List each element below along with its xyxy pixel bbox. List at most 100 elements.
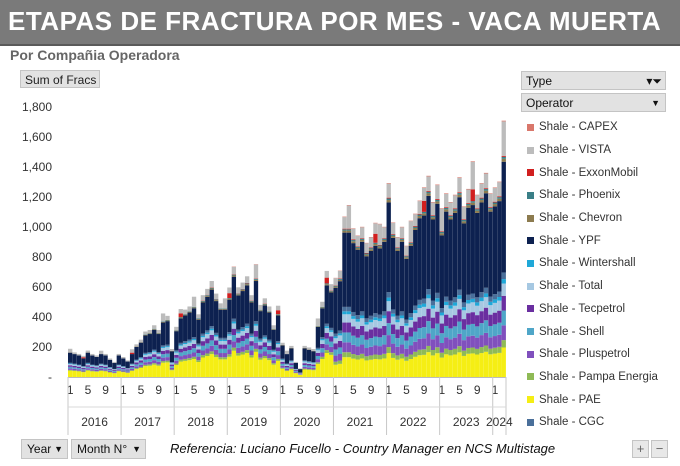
bar-segment <box>399 353 405 359</box>
bar-segment <box>72 365 77 368</box>
bar-segment <box>426 193 431 196</box>
bar-segment <box>275 315 281 342</box>
collapse-button[interactable]: − <box>651 440 668 458</box>
bar-month <box>94 355 99 377</box>
bar-month <box>85 350 91 377</box>
bar-segment <box>329 346 334 353</box>
month-tick-label: 5 <box>350 383 357 397</box>
bar-month <box>209 281 214 377</box>
bar-segment <box>191 356 197 359</box>
bar-segment <box>196 319 201 344</box>
bar-segment <box>240 331 245 336</box>
bar-segment <box>399 344 405 354</box>
bar-segment <box>386 301 391 312</box>
bar-month <box>395 237 400 377</box>
operator-filter-button[interactable]: Operator ▼ <box>521 93 666 112</box>
bar-segment <box>461 219 467 220</box>
month-tick-label: 9 <box>474 383 481 397</box>
bar-segment <box>125 360 130 362</box>
bar-month <box>337 270 343 377</box>
bar-segment <box>483 307 489 321</box>
bar-segment <box>222 359 228 377</box>
bar-segment <box>227 334 232 336</box>
bar-segment <box>470 335 475 348</box>
bar-segment <box>85 370 91 377</box>
bar-segment <box>426 294 431 299</box>
legend-swatch <box>527 123 534 131</box>
legend-item: Shale - Wintershall <box>527 252 677 275</box>
bar-segment <box>390 343 396 354</box>
bar-segment <box>337 354 343 361</box>
bar-segment <box>275 342 281 345</box>
bar-segment <box>178 313 183 318</box>
bar-segment <box>488 348 493 355</box>
month-tick-label: 1 <box>67 383 74 397</box>
bar-segment <box>112 370 117 371</box>
type-filter-button[interactable]: Type ▾⏷ <box>521 71 666 90</box>
bar-segment <box>501 121 506 156</box>
bar-segment <box>121 372 126 377</box>
bar-segment <box>187 339 192 342</box>
bar-segment <box>134 359 139 361</box>
year-field-button[interactable]: Year ▼ <box>21 439 68 459</box>
bar-segment <box>134 360 139 361</box>
year-label: 2016 <box>81 415 108 429</box>
bar-segment <box>315 352 321 356</box>
chevron-down-icon: ▼ <box>132 444 141 454</box>
bar-segment <box>183 314 188 316</box>
bar-segment <box>222 308 228 310</box>
bar-segment <box>156 333 161 335</box>
bar-segment <box>351 354 356 359</box>
bar-segment <box>284 363 290 365</box>
bar-segment <box>231 275 237 277</box>
bar-segment <box>413 213 418 215</box>
legend-label: Shale - Tecpetrol <box>539 302 626 315</box>
bar-month <box>147 329 152 377</box>
bar-segment <box>311 370 316 377</box>
bar-segment <box>333 361 338 365</box>
bar-segment <box>191 306 197 308</box>
bar-segment <box>413 313 418 322</box>
bar-segment <box>81 369 86 371</box>
bar-segment <box>218 348 223 354</box>
bar-segment <box>483 320 489 333</box>
bar-segment <box>355 321 360 329</box>
bar-segment <box>156 364 161 366</box>
bar-segment <box>262 305 268 336</box>
bar-segment <box>399 326 405 336</box>
month-field-button[interactable]: Month N° ▼ <box>71 439 146 459</box>
y-tick-label: 400 <box>32 310 52 324</box>
bar-segment <box>90 366 95 368</box>
bar-segment <box>439 233 444 236</box>
bar-segment <box>227 298 232 299</box>
bar-segment <box>200 333 206 336</box>
bar-segment <box>377 346 383 355</box>
bar-segment <box>156 365 161 377</box>
y-tick-label: 1,600 <box>22 130 52 144</box>
expand-button[interactable]: + <box>632 440 649 458</box>
bar-segment <box>160 361 166 363</box>
bar-segment <box>231 341 237 348</box>
bar-segment <box>346 230 352 233</box>
bar-segment <box>390 324 396 335</box>
bar-segment <box>324 350 329 353</box>
bar-segment <box>68 352 73 363</box>
bar-segment <box>479 183 484 184</box>
bar-segment <box>315 318 321 326</box>
bar-segment <box>430 355 436 377</box>
month-tick-label: 5 <box>297 383 304 397</box>
sum-of-fracs-field-button[interactable]: Sum of Fracs <box>20 70 100 88</box>
bar-segment <box>439 208 444 232</box>
bar-segment <box>147 361 152 365</box>
bar-segment <box>258 310 263 312</box>
bar-segment <box>444 296 449 302</box>
reference-note: Referencia: Luciano Fucello - Country Ma… <box>170 441 556 456</box>
bar-segment <box>426 175 431 177</box>
month-tick-label: 5 <box>191 383 198 397</box>
bar-month <box>107 358 113 377</box>
bar-month <box>271 325 276 377</box>
bar-segment <box>90 370 95 372</box>
bar-segment <box>320 352 325 357</box>
bar-segment <box>240 351 245 355</box>
bar-month <box>324 270 329 377</box>
